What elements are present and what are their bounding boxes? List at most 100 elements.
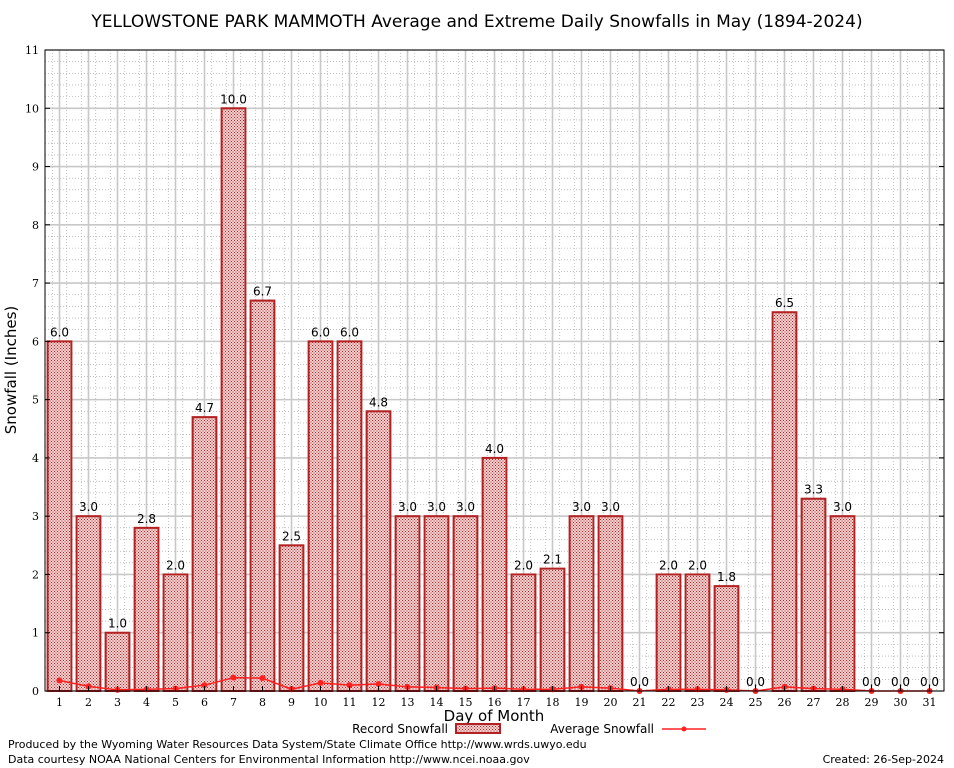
legend-average-label: Average Snowfall — [550, 722, 654, 736]
data-label-day-10: 6.0 — [311, 325, 330, 339]
bar-day-27 — [800, 497, 827, 693]
x-tick-label: 28 — [836, 696, 850, 709]
data-label-day-29: 0.0 — [862, 675, 881, 689]
legend-record-label: Record Snowfall — [352, 722, 448, 736]
x-tick-label: 11 — [343, 696, 357, 709]
data-label-day-7: 10.0 — [220, 92, 247, 106]
average-point-day-1 — [56, 677, 63, 684]
bar-day-3 — [104, 631, 131, 693]
data-label-day-15: 3.0 — [456, 500, 475, 514]
y-tick-label: 9 — [32, 161, 39, 174]
bar-day-18 — [539, 567, 566, 692]
bar-day-26 — [771, 311, 798, 692]
y-tick-label: 8 — [32, 219, 39, 232]
data-label-day-11: 6.0 — [340, 325, 359, 339]
x-tick-label: 5 — [172, 696, 179, 709]
bar-day-15 — [452, 515, 479, 692]
x-tick-label: 27 — [807, 696, 821, 709]
footer-courtesy: Data courtesy NOAA National Centers for … — [8, 753, 530, 766]
data-label-day-21: 0.0 — [630, 675, 649, 689]
x-tick-label: 21 — [633, 696, 647, 709]
x-tick-label: 20 — [604, 696, 618, 709]
bar-day-14 — [423, 515, 450, 692]
average-point-day-11 — [346, 682, 353, 689]
footer-created: Created: 26-Sep-2024 — [822, 753, 944, 766]
y-tick-label: 6 — [32, 335, 39, 348]
data-label-day-25: 0.0 — [746, 675, 765, 689]
data-label-day-2: 3.0 — [79, 500, 98, 514]
data-label-day-13: 3.0 — [398, 500, 417, 514]
x-tick-label: 22 — [662, 696, 676, 709]
chart-title: YELLOWSTONE PARK MAMMOTH Average and Ext… — [90, 12, 862, 32]
data-label-day-18: 2.1 — [543, 553, 562, 567]
x-tick-label: 3 — [114, 696, 121, 709]
bar-day-17 — [510, 573, 537, 692]
x-axis-label: Day of Month — [444, 707, 545, 725]
data-label-day-20: 3.0 — [601, 500, 620, 514]
bars — [46, 107, 856, 693]
x-tick-label: 2 — [85, 696, 92, 709]
legend-record-swatch — [455, 723, 501, 734]
y-tick-label: 1 — [32, 627, 39, 640]
bar-day-9 — [278, 544, 305, 692]
bar-day-4 — [133, 526, 160, 692]
footer-produced-by: Produced by the Wyoming Water Resources … — [8, 738, 587, 751]
legend: Record Snowfall Average Snowfall — [352, 722, 706, 736]
average-point-day-12 — [375, 681, 382, 688]
x-tick-label: 30 — [894, 696, 908, 709]
bar-day-13 — [394, 515, 421, 692]
y-tick-label: 0 — [32, 685, 39, 698]
data-label-day-8: 6.7 — [253, 285, 272, 299]
y-axis-label: Snowfall (Inches) — [2, 306, 20, 434]
data-label-day-1: 6.0 — [50, 325, 69, 339]
y-tick-label: 5 — [32, 394, 39, 407]
y-tick-label: 7 — [32, 277, 39, 290]
y-tick-label: 11 — [25, 44, 39, 57]
x-tick-label: 12 — [372, 696, 386, 709]
data-label-day-27: 3.3 — [804, 483, 823, 497]
data-label-day-16: 4.0 — [485, 442, 504, 456]
bar-day-22 — [655, 573, 682, 692]
x-tick-label: 9 — [288, 696, 295, 709]
bar-day-1 — [46, 340, 73, 692]
average-point-day-8 — [259, 675, 266, 682]
average-point-day-6 — [201, 682, 208, 689]
data-label-day-9: 2.5 — [282, 529, 301, 543]
x-tick-label: 31 — [923, 696, 937, 709]
x-tick-label: 18 — [546, 696, 560, 709]
data-label-day-12: 4.8 — [369, 395, 388, 409]
bar-day-7 — [220, 107, 247, 693]
x-tick-label: 15 — [459, 696, 473, 709]
bar-day-10 — [307, 340, 334, 692]
y-tick-label: 10 — [25, 102, 39, 115]
x-tick-label: 14 — [430, 696, 444, 709]
data-label-day-28: 3.0 — [833, 500, 852, 514]
bar-day-16 — [481, 456, 508, 692]
x-tick-label: 13 — [401, 696, 415, 709]
bar-day-24 — [713, 585, 740, 692]
data-label-day-30: 0.0 — [891, 675, 910, 689]
data-label-day-31: 0.0 — [920, 675, 939, 689]
data-label-day-22: 2.0 — [659, 558, 678, 572]
data-label-day-23: 2.0 — [688, 558, 707, 572]
x-tick-label: 24 — [720, 696, 734, 709]
x-tick-label: 8 — [259, 696, 266, 709]
y-tick-label: 3 — [32, 510, 39, 523]
bar-day-11 — [336, 340, 363, 692]
data-label-day-14: 3.0 — [427, 500, 446, 514]
bar-day-12 — [365, 410, 392, 692]
data-label-day-17: 2.0 — [514, 558, 533, 572]
x-tick-label: 10 — [314, 696, 328, 709]
x-tick-label: 4 — [143, 696, 150, 709]
x-tick-label: 7 — [230, 696, 237, 709]
average-point-day-7 — [230, 674, 237, 681]
data-label-day-3: 1.0 — [108, 617, 127, 631]
data-label-day-5: 2.0 — [166, 558, 185, 572]
data-label-day-19: 3.0 — [572, 500, 591, 514]
bar-day-5 — [162, 573, 189, 692]
data-label-day-24: 1.8 — [717, 570, 736, 584]
data-label-day-4: 2.8 — [137, 512, 156, 526]
x-tick-label: 23 — [691, 696, 705, 709]
